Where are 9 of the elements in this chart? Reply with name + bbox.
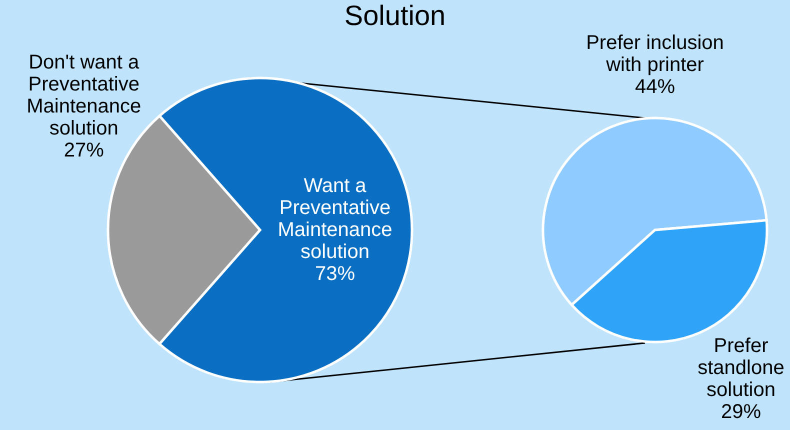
- slice-label: Want a Preventative Maintenance solution: [278, 175, 392, 263]
- data-label: 29%: [720, 400, 762, 423]
- data-label: 27%: [64, 140, 104, 162]
- data-label: 73%: [314, 263, 356, 285]
- chart-title: Solution: [343, 0, 447, 32]
- data-label: 44%: [634, 76, 676, 98]
- slice-label: Prefer inclusion with printer: [586, 32, 724, 76]
- slice-label: Don't want a Preventative Maintenance solution: [26, 52, 142, 140]
- slice-label: Prefer standlone solution: [698, 334, 784, 401]
